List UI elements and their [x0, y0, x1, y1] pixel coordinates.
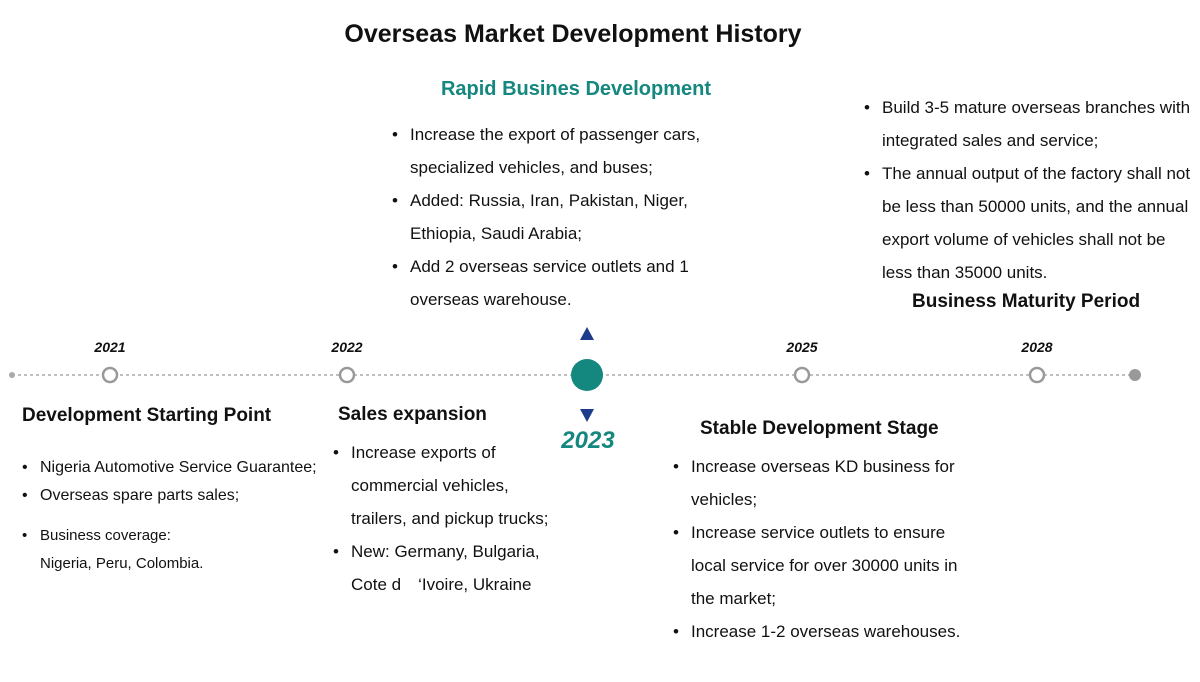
stage-heading: Development Starting Point [22, 405, 272, 426]
stage-heading: Business Maturity Period [912, 291, 1141, 312]
item: Increase 1-2 overseas warehouses. [673, 615, 973, 648]
item: Overseas spare parts sales; [22, 482, 352, 510]
item: Increase exports of commercial vehicles,… [333, 436, 558, 535]
item: Increase service outlets to ensure local… [673, 516, 973, 615]
stage-items: Increase overseas KD business for vehicl… [673, 450, 973, 648]
stage-heading: Stable Development Stage [700, 418, 939, 439]
item: Increase the export of passenger cars, s… [392, 118, 737, 184]
year: 2025 [786, 339, 818, 355]
arrow-down [580, 409, 594, 422]
arrow-up [580, 327, 594, 340]
node [101, 366, 119, 384]
stage-heading-active: Rapid Busines Development [440, 78, 712, 100]
year: 2028 [1021, 339, 1053, 355]
item: Added: Russia, Iran, Pakistan, Niger, Et… [392, 184, 737, 250]
stage-items: Increase the export of passenger cars, s… [392, 118, 737, 316]
item: Add 2 overseas service outlets and 1 ove… [392, 250, 737, 316]
start-dot [9, 372, 15, 378]
node [1028, 366, 1046, 384]
end-dot [1129, 369, 1141, 381]
year: 2022 [331, 339, 363, 355]
stage-items: Nigeria Automotive Service Guarantee; Ov… [22, 454, 352, 578]
item: The annual output of the factory shall n… [864, 157, 1198, 289]
year: 2021 [94, 339, 126, 355]
item: Increase overseas KD business for vehicl… [673, 450, 973, 516]
node-active [571, 359, 603, 391]
item: Nigeria Automotive Service Guarantee; [22, 454, 352, 482]
item: New: Germany, Bulgaria, Cote d ‘Ivoire, … [333, 535, 558, 601]
node [793, 366, 811, 384]
stage-items: Build 3-5 mature overseas branches with … [864, 91, 1198, 289]
title: Overseas Market Development History [344, 20, 802, 48]
stage-items: Increase exports of commercial vehicles,… [333, 436, 558, 601]
item: Build 3-5 mature overseas branches with … [864, 91, 1198, 157]
year-active: 2023 [561, 427, 615, 454]
item: Business coverage: Nigeria, Peru, Colomb… [22, 522, 352, 578]
node [338, 366, 356, 384]
stage-heading: Sales expansion [338, 404, 487, 425]
